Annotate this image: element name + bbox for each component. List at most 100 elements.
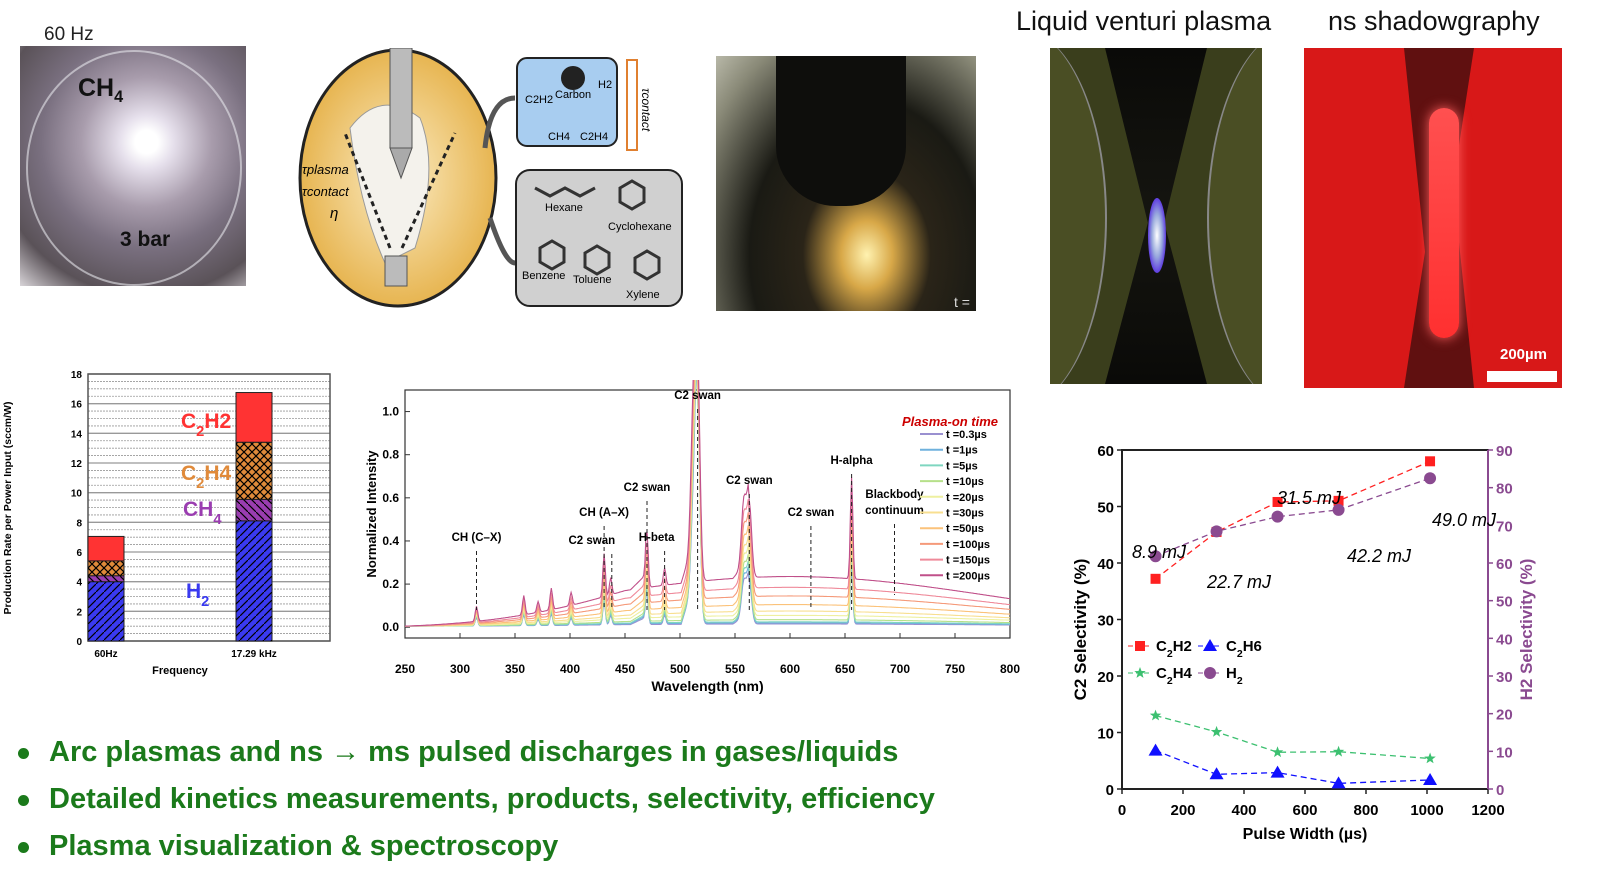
bar-hatch bbox=[236, 499, 272, 521]
eta-label: η bbox=[330, 205, 338, 222]
y-tick-label: 1.0 bbox=[382, 405, 399, 419]
energy-label: 22.7 mJ bbox=[1206, 572, 1272, 592]
y-axis-label: Normalized Intensity bbox=[364, 450, 379, 578]
annotation-label: Blackbody bbox=[865, 489, 924, 501]
x-tick-label: 250 bbox=[395, 662, 415, 676]
marker-square bbox=[1150, 573, 1161, 584]
y2-tick-label: 70 bbox=[1496, 518, 1513, 535]
x-tick-label: 0 bbox=[1118, 802, 1126, 819]
legend-label: t =30µs bbox=[946, 508, 984, 520]
series-label-ch4: CH4 bbox=[183, 498, 222, 528]
legend-label: t =50µs bbox=[946, 523, 984, 535]
x-tick-label: 300 bbox=[450, 662, 470, 676]
legend-label: C2H2 bbox=[1156, 638, 1192, 660]
marker-star bbox=[1332, 745, 1345, 757]
bar-segment-c2h2 bbox=[235, 392, 273, 443]
bullet-3: Plasma visualization & spectroscopy bbox=[18, 830, 558, 863]
product-hexane: Hexane bbox=[545, 202, 583, 214]
legend-label: t =20µs bbox=[946, 492, 984, 504]
shadowgraphy-title: ns shadowgraphy bbox=[1328, 6, 1540, 36]
legend-label: t =5µs bbox=[946, 460, 978, 472]
product-xylene: Xylene bbox=[626, 289, 660, 301]
bullet-2: Detailed kinetics measurements, products… bbox=[18, 783, 935, 816]
tau-contact-label: τcontact bbox=[302, 184, 350, 199]
product-c2h4: C2H4 bbox=[580, 131, 608, 143]
annotation-label: CH (A–X) bbox=[579, 507, 629, 519]
methane-arc-photo: CH4 3 bar bbox=[20, 46, 246, 286]
x-tick-label: 17.29 kHz bbox=[231, 649, 277, 660]
marker-circle bbox=[1204, 667, 1216, 679]
legend-label: H2 bbox=[1226, 665, 1243, 687]
x-tick-label: 700 bbox=[890, 662, 910, 676]
marker-star bbox=[1210, 725, 1223, 737]
shadowgraphy-photo: 200µm bbox=[1304, 48, 1562, 388]
marker-triangle bbox=[1209, 767, 1224, 780]
marker-square bbox=[1333, 495, 1344, 506]
y2-tick-label: 10 bbox=[1496, 744, 1513, 761]
tau-contact-axis-label: τcontact bbox=[639, 88, 653, 132]
x-tick-label: 450 bbox=[615, 662, 635, 676]
y-tick-label: 0 bbox=[76, 637, 82, 648]
emission-spectrum-chart: 250 300 350 400 450 500 550 600 650 700 750 800 0.0 0… bbox=[364, 380, 1020, 694]
x-tick-label: 600 bbox=[780, 662, 800, 676]
y-tick-label: 0 bbox=[1106, 782, 1114, 799]
selectivity-chart: 0 200 400 600 800 1000 12000102030405060010203… bbox=[1071, 443, 1536, 843]
y-tick-label: 4 bbox=[76, 578, 82, 589]
process-diagram: τplasma τcontact η C2H2 Carbon H2 CH4 C2… bbox=[298, 48, 683, 308]
annotation-label: H-alpha bbox=[831, 455, 874, 467]
spectrum-line-3 bbox=[405, 380, 1011, 627]
annotation-label: C2 swan bbox=[788, 507, 835, 519]
legend-title: Plasma-on time bbox=[902, 414, 998, 429]
bar-hatch bbox=[236, 442, 272, 500]
product-cyclohexane: Cyclohexane bbox=[608, 221, 672, 233]
y-tick-label: 6 bbox=[76, 548, 82, 559]
y-axis-label: Production Rate per Power Input (sccm/W) bbox=[2, 402, 14, 615]
marker-circle bbox=[1424, 472, 1437, 485]
x-tick-label: 800 bbox=[1000, 662, 1020, 676]
legend-label: t =200µs bbox=[946, 570, 990, 582]
spectrum-line-4 bbox=[405, 380, 1011, 627]
y-tick-label: 0.4 bbox=[382, 534, 399, 548]
marker-circle bbox=[1210, 525, 1223, 538]
marker-star bbox=[1134, 667, 1146, 678]
bullet-text: Plasma visualization & spectroscopy bbox=[49, 830, 559, 862]
plot-frame bbox=[87, 373, 331, 642]
scale-label: 200µm bbox=[1500, 346, 1548, 363]
series-label-c2h4: C2H4 bbox=[181, 462, 232, 492]
annotation-label: C2 swan bbox=[726, 475, 773, 487]
series-label-h2: H2 bbox=[186, 580, 209, 610]
production-rate-bar-chart: 0 2 4 6 8 10 12 14 16 18 60Hz 17.29 kHz Frequency Pro… bbox=[2, 370, 331, 677]
time-stamp: t = bbox=[954, 294, 970, 310]
marker-triangle bbox=[1270, 765, 1285, 778]
marker-star bbox=[1149, 709, 1162, 721]
gas-label: CH4 bbox=[78, 74, 124, 106]
y-tick-label: 40 bbox=[1097, 556, 1114, 573]
annotation-label: continuum bbox=[865, 505, 924, 517]
marker-triangle bbox=[1148, 743, 1163, 756]
marker-star bbox=[1271, 746, 1284, 758]
x-tick-label: 650 bbox=[835, 662, 855, 676]
y2-axis-label: H2 Selectivity (%) bbox=[1517, 559, 1536, 701]
marker-circle bbox=[1149, 550, 1162, 563]
energy-label: 42.2 mJ bbox=[1347, 546, 1412, 566]
marker-square bbox=[1272, 496, 1283, 507]
y2-tick-label: 30 bbox=[1496, 669, 1513, 686]
bullet-dot bbox=[18, 794, 29, 806]
y-tick-label: 10 bbox=[71, 489, 83, 500]
x-tick-label: 600 bbox=[1292, 802, 1317, 819]
pressure-label: 3 bar bbox=[120, 228, 171, 251]
y-tick-label: 50 bbox=[1097, 500, 1114, 517]
series-line-c2h6 bbox=[1155, 749, 1431, 785]
legend-label: t =1µs bbox=[946, 445, 978, 457]
y2-tick-label: 50 bbox=[1496, 594, 1513, 611]
tau-contact-arrow bbox=[626, 59, 638, 151]
marker-triangle bbox=[1331, 776, 1346, 789]
series-line-h2 bbox=[1155, 477, 1431, 557]
scale-bar bbox=[1487, 371, 1557, 382]
y2-tick-label: 90 bbox=[1496, 443, 1513, 460]
legend-label: t =100µs bbox=[946, 539, 990, 551]
legend-label: C2H6 bbox=[1226, 638, 1262, 660]
y-tick-label: 18 bbox=[71, 370, 83, 381]
energy-label: 31.5 mJ bbox=[1277, 488, 1342, 508]
x-tick-label: 200 bbox=[1170, 802, 1195, 819]
